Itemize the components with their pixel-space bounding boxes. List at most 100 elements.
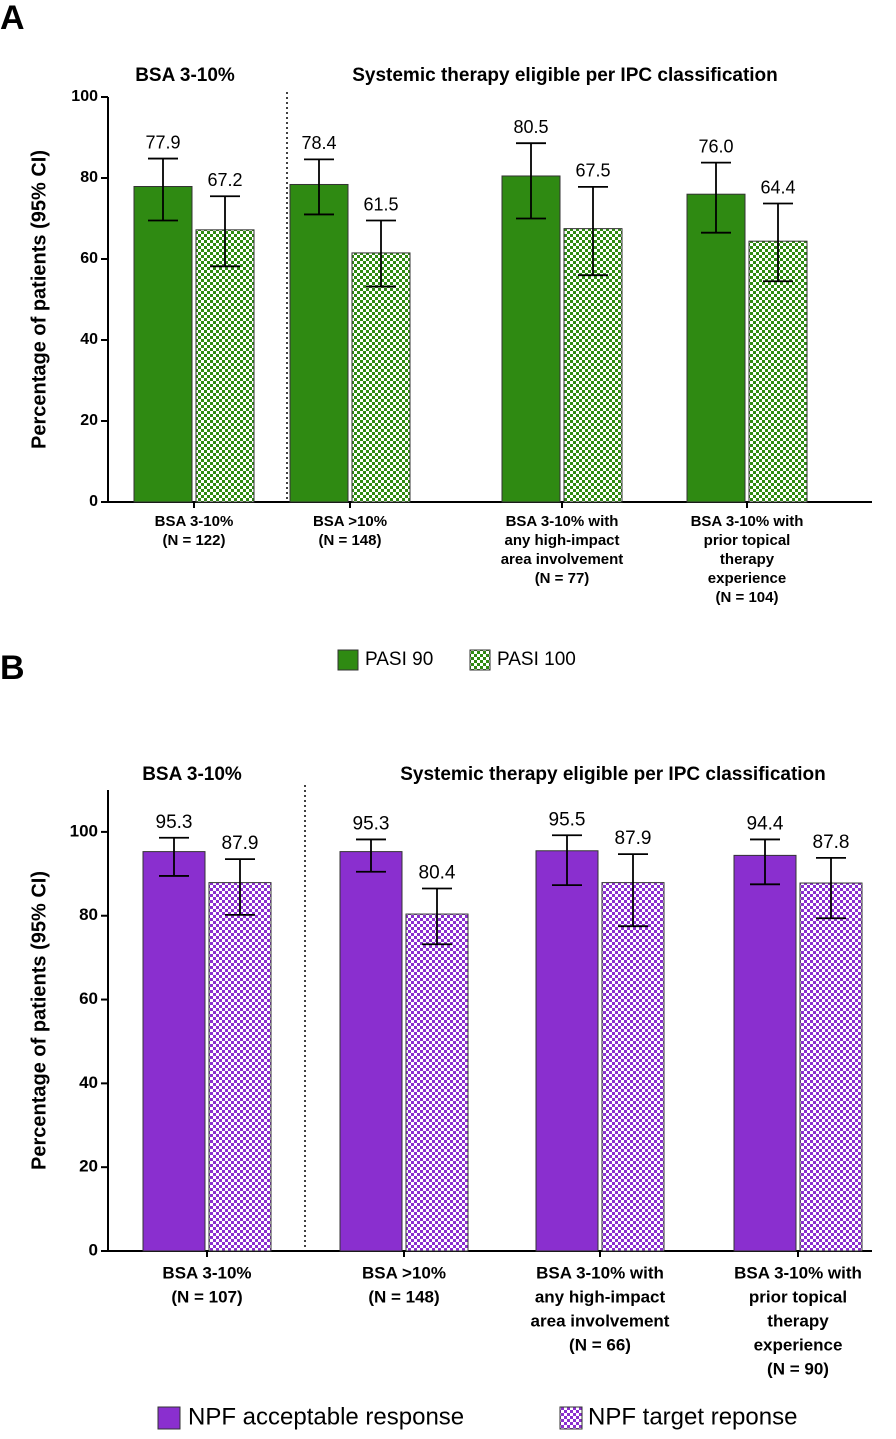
x-tick-label: (N = 66) bbox=[569, 1335, 631, 1354]
bar bbox=[601, 882, 665, 1252]
value-label: 95.3 bbox=[353, 813, 390, 834]
bar bbox=[799, 882, 863, 1252]
error-bar bbox=[159, 836, 189, 877]
x-tick-label: area involvement bbox=[531, 1311, 670, 1330]
bar bbox=[339, 851, 403, 1252]
bar bbox=[405, 913, 469, 1252]
error-bar bbox=[210, 195, 240, 268]
y-tick-label: 60 bbox=[80, 250, 98, 267]
error-bar bbox=[225, 858, 255, 916]
value-label: 61.5 bbox=[363, 194, 398, 214]
x-tick-label: BSA >10% bbox=[362, 1263, 446, 1282]
error-bar bbox=[516, 142, 546, 220]
x-tick-label: area involvement bbox=[501, 551, 624, 568]
legend-swatch bbox=[157, 1406, 181, 1430]
group-header: BSA 3-10% bbox=[135, 65, 235, 86]
error-bar bbox=[763, 202, 793, 283]
x-tick-label: (N = 148) bbox=[319, 532, 382, 549]
x-tick-label: BSA 3-10% with bbox=[536, 1263, 664, 1282]
value-label: 80.5 bbox=[513, 117, 548, 137]
value-label: 95.3 bbox=[156, 812, 193, 833]
legend-swatch bbox=[559, 1406, 583, 1430]
bar bbox=[501, 175, 561, 503]
y-tick-label: 40 bbox=[80, 331, 98, 348]
y-tick-label: 20 bbox=[79, 1157, 98, 1176]
legend-label: PASI 100 bbox=[497, 649, 576, 670]
bar bbox=[733, 854, 797, 1252]
legend-label: PASI 90 bbox=[365, 649, 433, 670]
x-tick-label: prior topical bbox=[749, 1287, 847, 1306]
x-tick-label: prior topical bbox=[704, 532, 791, 549]
bar bbox=[133, 186, 193, 503]
value-label: 95.5 bbox=[549, 809, 586, 830]
y-tick-label: 60 bbox=[79, 989, 98, 1008]
x-tick-label: BSA 3-10% bbox=[155, 513, 234, 530]
value-label: 77.9 bbox=[145, 132, 180, 152]
legend-label: NPF acceptable response bbox=[188, 1403, 464, 1430]
y-tick-label: 100 bbox=[70, 821, 98, 840]
x-tick-label: BSA >10% bbox=[313, 513, 387, 530]
value-label: 87.9 bbox=[222, 833, 259, 854]
y-tick-label: 0 bbox=[89, 1240, 98, 1259]
value-label: 76.0 bbox=[698, 136, 733, 156]
bar bbox=[748, 240, 808, 503]
value-label: 78.4 bbox=[301, 133, 336, 153]
y-tick-label: 80 bbox=[79, 905, 98, 924]
error-bar bbox=[304, 158, 334, 216]
x-tick-label: BSA 3-10% bbox=[162, 1263, 251, 1282]
y-tick-label: 100 bbox=[71, 88, 98, 105]
error-bar bbox=[422, 887, 452, 946]
value-label: 67.5 bbox=[575, 161, 610, 181]
error-bar bbox=[552, 834, 582, 887]
x-tick-label: BSA 3-10% with bbox=[734, 1263, 862, 1282]
y-tick-label: 80 bbox=[80, 169, 98, 186]
bar bbox=[535, 850, 599, 1252]
error-bar bbox=[578, 186, 608, 277]
error-bar bbox=[366, 219, 396, 288]
legend-swatch bbox=[337, 649, 359, 671]
bar bbox=[351, 252, 411, 503]
x-tick-label: (N = 104) bbox=[716, 589, 779, 606]
y-axis-title: Percentage of patients (95% CI) bbox=[28, 871, 50, 1170]
x-tick-label: (N = 90) bbox=[767, 1359, 829, 1378]
error-bar bbox=[148, 157, 178, 222]
error-bar bbox=[618, 853, 648, 928]
value-label: 67.2 bbox=[207, 170, 242, 190]
panel-label: B bbox=[0, 649, 25, 687]
error-bar bbox=[816, 856, 846, 920]
x-tick-label: BSA 3-10% with bbox=[691, 513, 804, 530]
x-tick-label: (N = 77) bbox=[535, 570, 590, 587]
legend-swatch bbox=[469, 649, 491, 671]
bar bbox=[195, 229, 255, 503]
x-tick-label: (N = 122) bbox=[163, 532, 226, 549]
x-tick-label: BSA 3-10% with bbox=[506, 513, 619, 530]
x-tick-label: any high-impact bbox=[535, 1287, 666, 1306]
group-header: BSA 3-10% bbox=[142, 764, 242, 785]
error-bar bbox=[356, 838, 386, 873]
panel-label: A bbox=[0, 0, 25, 37]
value-label: 87.9 bbox=[615, 828, 652, 849]
x-tick-label: therapy bbox=[720, 551, 775, 568]
value-label: 87.8 bbox=[813, 832, 850, 853]
y-axis-title: Percentage of patients (95% CI) bbox=[28, 150, 50, 449]
value-label: 80.4 bbox=[419, 863, 456, 884]
group-header: Systemic therapy eligible per IPC classi… bbox=[400, 764, 826, 785]
x-tick-label: (N = 107) bbox=[171, 1287, 242, 1306]
error-bar bbox=[750, 838, 780, 886]
legend-label: NPF target reponse bbox=[588, 1403, 797, 1430]
bar bbox=[142, 851, 206, 1252]
error-bar bbox=[701, 161, 731, 234]
group-header: Systemic therapy eligible per IPC classi… bbox=[352, 65, 778, 86]
y-tick-label: 40 bbox=[79, 1073, 98, 1092]
bar bbox=[289, 183, 349, 503]
bar bbox=[208, 882, 272, 1252]
x-tick-label: any high-impact bbox=[504, 532, 619, 549]
x-tick-label: experience bbox=[754, 1335, 843, 1354]
x-tick-label: experience bbox=[708, 570, 786, 587]
value-label: 64.4 bbox=[760, 177, 795, 197]
bar bbox=[686, 193, 746, 503]
x-tick-label: (N = 148) bbox=[368, 1287, 439, 1306]
value-label: 94.4 bbox=[747, 813, 784, 834]
